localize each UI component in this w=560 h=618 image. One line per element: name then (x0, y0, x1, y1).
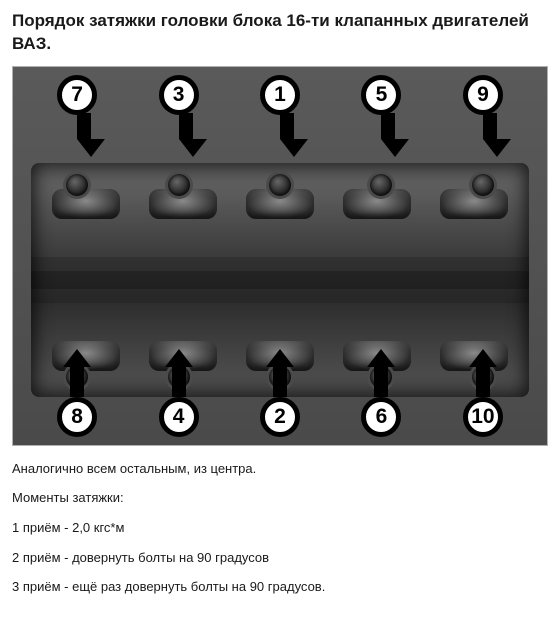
sequence-number: 1 (260, 75, 300, 115)
arrow-up-icon (367, 349, 395, 397)
bolt-hole (66, 174, 88, 196)
torque-sequence-diagram: 7 3 1 5 9 8 4 2 6 10 (12, 66, 548, 446)
sequence-marker-8: 8 (57, 349, 97, 437)
notes-intro: Аналогично всем остальным, из центра. (12, 460, 548, 478)
page-title: Порядок затяжки головки блока 16-ти клап… (12, 10, 548, 56)
sequence-number: 4 (159, 397, 199, 437)
arrow-up-icon (266, 349, 294, 397)
bolt-hole (168, 174, 190, 196)
sequence-marker-6: 6 (361, 349, 401, 437)
sequence-marker-3: 3 (159, 75, 199, 113)
sequence-number: 7 (57, 75, 97, 115)
sequence-marker-4: 4 (159, 349, 199, 437)
sequence-number: 9 (463, 75, 503, 115)
sequence-marker-5: 5 (361, 75, 401, 113)
sequence-number: 6 (361, 397, 401, 437)
sequence-number: 3 (159, 75, 199, 115)
sequence-marker-10: 10 (463, 349, 503, 437)
arrow-up-icon (469, 349, 497, 397)
step-2: 2 приём - довернуть болты на 90 градусов (12, 549, 548, 567)
bolt-hole (269, 174, 291, 196)
cam-lobe (52, 189, 120, 219)
sequence-number: 2 (260, 397, 300, 437)
sequence-marker-2: 2 (260, 349, 300, 437)
bolt-hole (370, 174, 392, 196)
sequence-number: 8 (57, 397, 97, 437)
sequence-number: 5 (361, 75, 401, 115)
cam-lobe (440, 189, 508, 219)
arrow-up-icon (63, 349, 91, 397)
step-1: 1 приём - 2,0 кгс*м (12, 519, 548, 537)
sequence-number: 10 (463, 397, 503, 437)
sequence-marker-7: 7 (57, 75, 97, 113)
step-3: 3 приём - ещё раз довернуть болты на 90 … (12, 578, 548, 596)
sequence-marker-9: 9 (463, 75, 503, 113)
bolt-hole (472, 174, 494, 196)
sequence-marker-1: 1 (260, 75, 300, 113)
arrow-up-icon (165, 349, 193, 397)
notes-heading: Моменты затяжки: (12, 489, 548, 507)
notes-section: Аналогично всем остальным, из центра. Мо… (12, 460, 548, 596)
